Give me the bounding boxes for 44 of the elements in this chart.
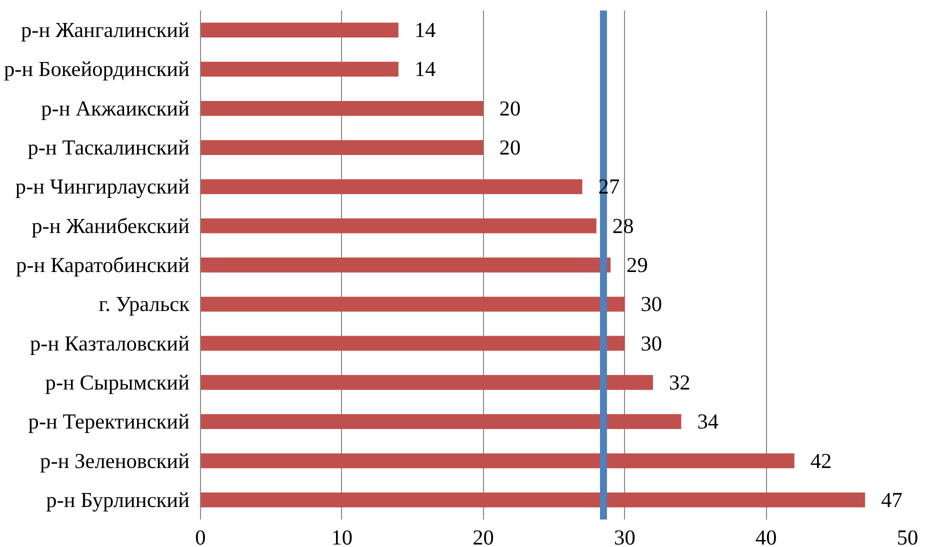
y-tick-label: р-н Жанибекский (32, 214, 190, 238)
data-label: 30 (640, 331, 662, 356)
y-tick-label: р-н Чингирлауский (15, 174, 190, 199)
bar (200, 296, 625, 312)
y-tick-label: р-н Жангалинский (21, 18, 190, 42)
y-tick-label: р-н Теректинский (28, 410, 190, 434)
y-tick-label: р-н Казталовский (30, 331, 190, 356)
bar (200, 336, 625, 351)
bar (200, 375, 653, 390)
x-tick-label: 10 (331, 526, 353, 547)
data-label: 32 (668, 370, 690, 394)
x-tick-label: 0 (195, 526, 206, 547)
bar (200, 218, 596, 234)
bar (200, 100, 484, 116)
x-tick-label: 50 (896, 526, 918, 547)
data-label: 34 (697, 410, 719, 434)
y-tick-label: г. Уральск (98, 292, 190, 316)
y-tick-label: р-н Бокейординский (4, 57, 190, 82)
data-label: 28 (612, 214, 634, 238)
bar (200, 258, 611, 272)
bar (200, 492, 866, 508)
data-label: 20 (499, 136, 521, 160)
y-tick-label: р-н Акжаикский (41, 96, 190, 120)
bar (200, 22, 398, 38)
y-tick-label: р-н Каратобинский (16, 253, 190, 277)
bar (200, 140, 484, 155)
data-label: 14 (414, 18, 436, 42)
y-tick-label: р-н Сырымский (45, 370, 190, 394)
x-tick-label: 30 (614, 526, 636, 547)
y-tick-label: р-н Таскалинский (28, 136, 190, 160)
x-tick-label: 40 (755, 526, 777, 547)
data-label: 29 (626, 253, 648, 277)
data-label: 30 (640, 292, 662, 316)
bar (200, 414, 682, 430)
x-tick-label: 20 (472, 526, 494, 547)
bar (200, 62, 398, 77)
bar (200, 179, 582, 194)
data-label: 14 (414, 57, 436, 82)
y-tick-label: р-н Бурлинский (46, 488, 190, 512)
bar (200, 453, 794, 468)
y-tick-label: р-н Зеленовский (40, 448, 190, 473)
data-label: 47 (881, 488, 903, 512)
data-label: 20 (499, 96, 521, 120)
data-label: 42 (810, 448, 832, 473)
